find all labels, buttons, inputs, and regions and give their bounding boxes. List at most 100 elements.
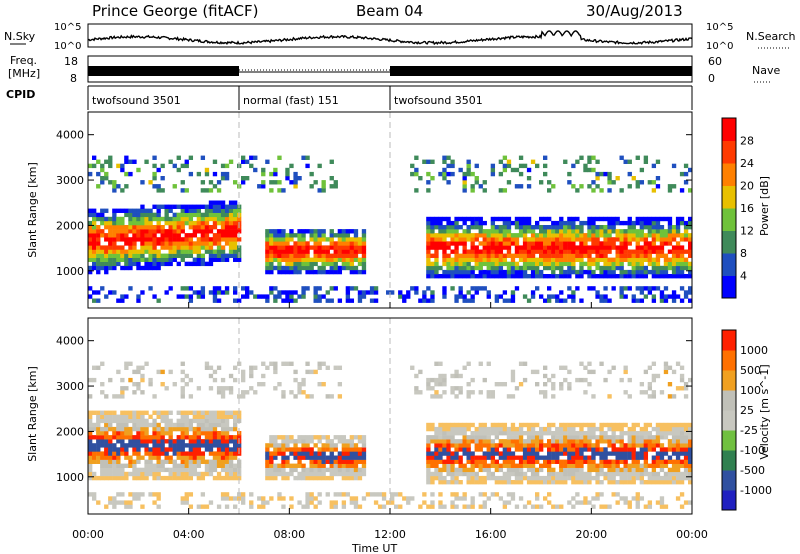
heatmap-cell bbox=[152, 475, 157, 481]
heatmap-cell bbox=[104, 253, 109, 258]
heatmap-cell bbox=[518, 249, 524, 254]
heatmap-cell bbox=[535, 504, 540, 509]
heatmap-cell bbox=[555, 480, 560, 485]
heatmap-cell bbox=[196, 431, 202, 436]
heatmap-cell bbox=[317, 188, 322, 193]
heatmap-cell bbox=[233, 249, 238, 254]
heatmap-cell bbox=[607, 171, 612, 177]
heatmap-cell bbox=[567, 171, 572, 177]
heatmap-cell bbox=[88, 294, 93, 299]
heatmap-cell bbox=[216, 204, 222, 209]
heatmap-cell bbox=[128, 361, 133, 366]
heatmap-cell bbox=[462, 447, 467, 452]
heatmap-cell bbox=[140, 225, 145, 230]
heatmap-cell bbox=[643, 369, 649, 375]
heatmap-cell bbox=[269, 171, 274, 177]
heatmap-cell bbox=[567, 269, 572, 275]
heatmap-cell bbox=[136, 167, 141, 173]
heatmap-cell bbox=[353, 265, 359, 271]
heatmap-cell bbox=[454, 496, 459, 501]
heatmap-cell bbox=[474, 286, 479, 291]
heatmap-cell bbox=[494, 492, 500, 497]
heatmap-cell bbox=[192, 257, 198, 262]
heatmap-cell bbox=[136, 237, 141, 242]
heatmap-cell bbox=[655, 426, 661, 432]
heatmap-cell bbox=[631, 176, 636, 181]
heatmap-cell bbox=[599, 504, 604, 509]
heatmap-cell bbox=[506, 265, 512, 271]
heatmap-cell bbox=[506, 163, 512, 169]
heatmap-cell bbox=[297, 261, 302, 267]
heatmap-cell bbox=[450, 435, 455, 440]
heatmap-cell bbox=[277, 180, 282, 185]
heatmap-cell bbox=[88, 463, 93, 468]
noise-right-tick-top: 10^5 bbox=[706, 22, 733, 33]
heatmap-cell bbox=[522, 237, 528, 242]
heatmap-cell bbox=[220, 492, 226, 497]
heatmap-cell bbox=[112, 212, 117, 218]
heatmap-cell bbox=[599, 467, 604, 473]
heatmap-cell bbox=[470, 294, 475, 299]
heatmap-cell bbox=[241, 496, 246, 501]
heatmap-cell bbox=[116, 492, 121, 497]
heatmap-cell bbox=[559, 298, 564, 303]
heatmap-cell bbox=[627, 500, 632, 505]
heatmap-cell bbox=[132, 225, 137, 230]
heatmap-cell bbox=[539, 249, 544, 254]
heatmap-cell bbox=[522, 216, 528, 222]
heatmap-cell bbox=[667, 257, 673, 262]
heatmap-cell bbox=[200, 257, 206, 262]
heatmap-cell bbox=[458, 233, 463, 238]
heatmap-cell bbox=[539, 426, 544, 432]
heatmap-cell bbox=[237, 492, 242, 497]
heatmap-cell bbox=[454, 386, 459, 391]
heatmap-cell bbox=[631, 233, 636, 238]
heatmap-cell bbox=[414, 290, 419, 295]
heatmap-cell bbox=[184, 294, 189, 299]
heatmap-cell bbox=[591, 394, 596, 399]
heatmap-cell bbox=[140, 253, 145, 258]
heatmap-cell bbox=[671, 294, 677, 299]
heatmap-cell bbox=[679, 237, 685, 242]
heatmap-cell bbox=[88, 253, 93, 258]
heatmap-cell bbox=[659, 422, 665, 428]
heatmap-cell bbox=[228, 216, 234, 222]
heatmap-cell bbox=[329, 286, 334, 291]
heatmap-cell bbox=[208, 253, 214, 258]
heatmap-cell bbox=[514, 475, 520, 481]
heatmap-cell bbox=[446, 443, 451, 448]
heatmap-cell bbox=[188, 418, 194, 424]
heatmap-cell bbox=[683, 386, 689, 391]
heatmap-cell bbox=[96, 435, 101, 440]
heatmap-cell bbox=[502, 163, 508, 169]
heatmap-cell bbox=[116, 463, 121, 468]
heatmap-cell bbox=[446, 431, 451, 436]
heatmap-cell bbox=[349, 253, 355, 258]
heatmap-cell bbox=[482, 451, 487, 456]
heatmap-cell bbox=[442, 426, 447, 432]
heatmap-cell bbox=[470, 298, 475, 303]
colorbar-swatch bbox=[722, 430, 736, 451]
heatmap-cell bbox=[571, 269, 576, 275]
heatmap-cell bbox=[543, 257, 548, 262]
heatmap-cell bbox=[124, 500, 129, 505]
heatmap-cell bbox=[683, 435, 689, 440]
heatmap-cell bbox=[285, 261, 290, 267]
heatmap-cell bbox=[373, 500, 379, 505]
heatmap-cell bbox=[518, 155, 524, 160]
heatmap-cell bbox=[164, 220, 169, 226]
heatmap-cell bbox=[595, 265, 600, 271]
heatmap-cell bbox=[124, 431, 129, 436]
heatmap-cell bbox=[510, 394, 516, 399]
heatmap-cell bbox=[502, 439, 508, 444]
heatmap-cell bbox=[675, 435, 681, 440]
heatmap-cell bbox=[587, 245, 592, 250]
heatmap-cell bbox=[156, 229, 161, 234]
heatmap-cell bbox=[281, 241, 286, 246]
heatmap-cell bbox=[603, 451, 608, 456]
heatmap-cell bbox=[289, 253, 294, 258]
heatmap-cell bbox=[450, 459, 455, 464]
heatmap-cell bbox=[450, 439, 455, 444]
heatmap-cell bbox=[551, 451, 556, 456]
heatmap-cell bbox=[522, 377, 528, 383]
